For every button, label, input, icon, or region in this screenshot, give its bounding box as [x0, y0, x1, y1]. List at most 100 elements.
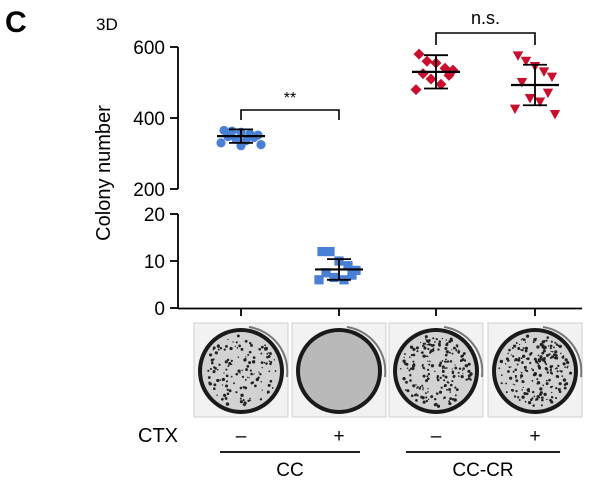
colony — [422, 374, 426, 378]
colony — [538, 366, 542, 370]
colony — [419, 386, 422, 388]
colony — [455, 349, 458, 352]
colony — [430, 364, 435, 368]
colony — [269, 379, 273, 383]
significance-annotations: ** n.s. — [240, 8, 536, 120]
data-point — [538, 67, 550, 77]
colony — [225, 380, 229, 383]
colony — [550, 350, 552, 353]
colony — [441, 370, 445, 373]
y-tick-label: 200 — [133, 180, 165, 201]
colony — [457, 375, 460, 377]
colony — [425, 396, 428, 399]
colony — [439, 361, 443, 365]
colony — [422, 386, 424, 389]
group-label: CC — [276, 460, 303, 481]
colony — [555, 396, 558, 400]
colony — [249, 369, 252, 372]
colony — [427, 372, 431, 376]
data-point — [542, 88, 554, 99]
colony — [426, 375, 429, 378]
colony — [537, 362, 539, 365]
colony — [443, 384, 447, 388]
data-point — [425, 73, 437, 85]
colony — [399, 367, 402, 370]
colony — [512, 383, 515, 385]
colony — [515, 342, 518, 344]
colony — [444, 353, 448, 357]
condition-label: 3D — [96, 15, 118, 34]
colony — [452, 375, 455, 379]
colony — [425, 379, 429, 383]
dish-medium — [300, 332, 378, 410]
colony — [554, 341, 557, 344]
colony — [241, 369, 243, 372]
colony — [511, 389, 514, 392]
treatment-mark: – — [431, 426, 442, 447]
colony — [224, 360, 228, 364]
colony — [221, 397, 224, 401]
colony — [505, 382, 508, 385]
colony — [557, 387, 561, 391]
colony — [515, 390, 518, 393]
colony — [457, 349, 460, 352]
colony — [449, 397, 453, 401]
colony — [513, 344, 517, 348]
colony — [225, 368, 228, 371]
colony — [523, 365, 527, 369]
data-point — [343, 261, 353, 271]
colony — [518, 398, 521, 401]
colony — [449, 391, 452, 393]
colony — [427, 343, 429, 346]
colony — [427, 398, 430, 401]
colony — [268, 360, 271, 363]
colony — [260, 361, 264, 364]
y-tick-label: 400 — [133, 109, 165, 130]
colony — [409, 379, 412, 382]
colony — [517, 347, 520, 350]
colony — [422, 342, 426, 346]
colony — [427, 360, 429, 362]
colony — [227, 338, 229, 341]
colony — [540, 404, 543, 407]
group-labels: CC CC-CR — [220, 451, 560, 481]
colony — [520, 338, 523, 341]
colony — [529, 361, 532, 365]
colony — [412, 353, 416, 357]
colony — [446, 342, 449, 345]
colony — [232, 341, 234, 343]
colony — [541, 351, 545, 355]
colony — [224, 396, 228, 400]
colony — [541, 396, 544, 400]
colony — [230, 375, 233, 378]
colony — [235, 391, 238, 394]
colony — [566, 365, 569, 368]
colony — [561, 375, 564, 377]
colony — [239, 397, 242, 400]
y-tick-label: 10 — [144, 252, 165, 273]
colony — [248, 376, 250, 379]
colony — [426, 339, 430, 343]
colony — [533, 338, 537, 342]
colony — [550, 340, 553, 343]
colony — [453, 398, 457, 402]
colony — [213, 366, 216, 369]
colony — [520, 377, 522, 379]
colony — [269, 362, 272, 366]
dish-lid-edge — [443, 326, 484, 378]
colony — [422, 354, 426, 358]
colony — [556, 370, 559, 373]
colony — [212, 387, 216, 391]
colony — [422, 366, 425, 370]
data-point — [520, 56, 532, 67]
colony — [551, 373, 554, 375]
colony — [445, 350, 449, 354]
data-point — [325, 247, 335, 257]
colony — [213, 383, 217, 387]
colony — [521, 380, 525, 384]
colony — [522, 354, 526, 358]
colony — [536, 345, 540, 349]
colony — [549, 344, 553, 348]
colony — [207, 376, 211, 379]
colony — [446, 388, 448, 391]
